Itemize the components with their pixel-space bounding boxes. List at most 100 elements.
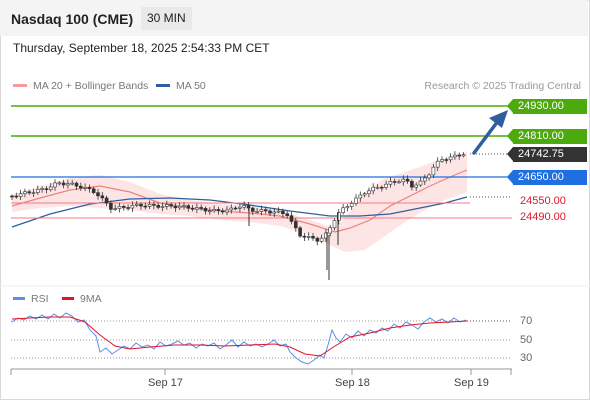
- candle-body: [70, 182, 74, 185]
- candle-body: [173, 205, 178, 209]
- candle-body: [122, 206, 126, 208]
- candle-body: [199, 207, 203, 209]
- ma50-label: MA 50: [176, 80, 206, 92]
- legend-rsi: RSI: [13, 293, 49, 305]
- candle-body: [208, 210, 212, 213]
- candle-body: [336, 212, 341, 221]
- candle-body: [104, 197, 109, 204]
- candle-body: [117, 206, 122, 209]
- candle-body: [169, 204, 173, 207]
- candle-body: [384, 183, 388, 188]
- candle-body: [233, 207, 238, 210]
- timestamp: Thursday, September 18, 2025 2:54:33 PM …: [13, 41, 270, 55]
- ma20-line: [11, 169, 468, 233]
- candle-body: [156, 204, 160, 208]
- legend-ma20: MA 20 + Bollinger Bands: [13, 80, 148, 92]
- candle-body: [401, 178, 406, 183]
- rsi-axis-50: 50: [520, 334, 533, 346]
- candle-body: [40, 188, 44, 190]
- candle-body: [367, 190, 371, 195]
- candle-body: [91, 188, 96, 193]
- candle-body: [285, 213, 290, 217]
- candle-body: [362, 193, 367, 196]
- candle-body: [461, 154, 466, 157]
- candle-body: [444, 159, 449, 161]
- candle-body: [251, 207, 255, 212]
- candle-body: [422, 177, 427, 182]
- legend-9ma: 9MA: [62, 293, 102, 305]
- candle-body: [216, 209, 221, 211]
- candle-body: [27, 191, 32, 194]
- candle-body: [289, 215, 294, 222]
- candle-body: [23, 191, 27, 195]
- candle-body: [182, 205, 186, 207]
- candle-body: [302, 235, 307, 238]
- candle-body: [79, 185, 83, 189]
- candle-body: [203, 208, 208, 212]
- candle-body: [328, 227, 333, 234]
- candle-body: [281, 210, 285, 215]
- candle-body: [358, 194, 363, 199]
- candle-body: [293, 221, 298, 229]
- candle-body: [10, 195, 14, 198]
- x-label-sep17: Sep 17: [148, 377, 183, 389]
- candle-body: [354, 197, 358, 204]
- candle-body: [130, 205, 135, 209]
- chart-header: Nasdaq 100 (CME) 30 MIN: [0, 0, 588, 36]
- legend-ma50: MA 50: [156, 80, 206, 92]
- candle-body: [431, 166, 436, 176]
- ma50-swatch: [156, 83, 170, 87]
- candle-body: [220, 210, 225, 213]
- candle-body: [311, 236, 315, 239]
- candle-body: [61, 182, 66, 186]
- candle-body: [276, 210, 281, 213]
- candle-body: [126, 207, 130, 209]
- rsi-axis-70: 70: [520, 315, 533, 327]
- x-label-sep18: Sep 18: [335, 377, 370, 389]
- candle-body: [345, 206, 350, 209]
- candle-body: [268, 210, 272, 214]
- timeframe-button[interactable]: 30 MIN: [141, 7, 192, 30]
- 9ma-swatch: [62, 296, 74, 300]
- candle-body: [306, 236, 311, 238]
- candle-body: [66, 183, 70, 186]
- candle-body: [225, 209, 229, 213]
- candle-body: [435, 160, 440, 168]
- candle-body: [440, 159, 444, 162]
- candle-body: [332, 220, 337, 229]
- candle-body: [48, 186, 53, 190]
- level-tag-24810: 24810.00: [507, 129, 587, 144]
- rsi-label: RSI: [31, 293, 49, 305]
- candle-body: [371, 186, 376, 192]
- rsi-swatch: [13, 296, 25, 300]
- candle-body: [35, 189, 40, 193]
- candle-body: [177, 205, 182, 209]
- candle-body: [341, 207, 345, 213]
- candle-body: [53, 182, 57, 188]
- level-label-24490: 24490.00: [520, 211, 566, 223]
- candle-body: [414, 184, 419, 188]
- candle-body: [147, 204, 152, 207]
- candle-body: [96, 192, 100, 197]
- candle-body: [259, 209, 264, 212]
- candle-body: [109, 202, 113, 210]
- level-tag-24650: 24650.00: [507, 170, 587, 185]
- level-tag-24930: 24930.00: [507, 99, 587, 114]
- candle-body: [57, 182, 62, 185]
- candle-body: [113, 208, 117, 210]
- candle-body: [83, 187, 87, 189]
- candle-body: [143, 205, 148, 208]
- candle-body: [212, 209, 216, 212]
- candle-body: [14, 195, 19, 198]
- candle-body: [44, 188, 49, 190]
- forecast-arrowhead: [489, 110, 508, 128]
- candle-body: [87, 187, 92, 190]
- candle-body: [457, 154, 462, 157]
- candle-body: [263, 209, 268, 212]
- level-label-24550: 24550.00: [520, 195, 566, 207]
- candle-body: [315, 237, 320, 242]
- candle-body: [255, 210, 259, 213]
- candle-body: [349, 203, 354, 207]
- candle-body: [410, 180, 414, 188]
